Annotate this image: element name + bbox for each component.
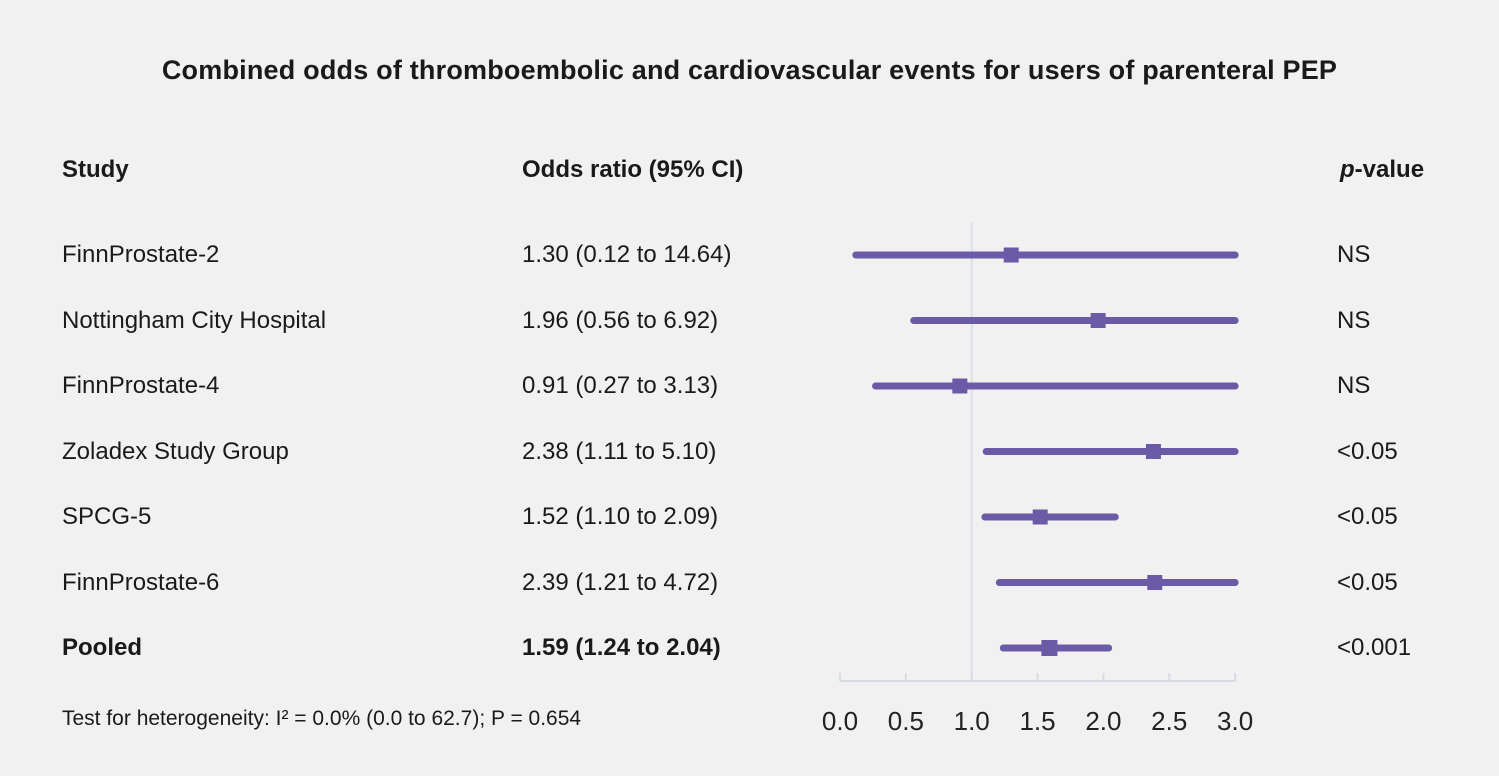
study-name: Zoladex Study Group xyxy=(62,437,289,465)
study-name: SPCG-5 xyxy=(62,503,152,530)
p-value: NS xyxy=(1337,306,1371,334)
odds-ratio-marker xyxy=(1090,313,1106,328)
p-value-italic-p: p xyxy=(1340,156,1355,183)
odds-ratio-ci-value: 1.59 (1.24 to 2.04) xyxy=(522,634,721,661)
odds-ratio-ci-value: 1.30 (0.12 to 14.64) xyxy=(522,241,732,268)
p-value: <0.05 xyxy=(1337,437,1398,465)
column-header-study: Study xyxy=(62,156,129,183)
x-axis-tick-label: 1.0 xyxy=(953,706,990,736)
x-axis-tick-label: 0.0 xyxy=(821,706,859,736)
odds-ratio-ci-value: 1.52 (1.10 to 2.09) xyxy=(522,503,719,530)
odds-ratio-ci-value: 1.96 (0.56 to 6.92) xyxy=(522,306,719,334)
study-name: FinnProstate-6 xyxy=(62,568,220,596)
x-axis-tick-label: 2.0 xyxy=(1085,706,1122,736)
x-axis-tick-label: 2.5 xyxy=(1151,706,1188,736)
odds-ratio-marker xyxy=(1145,444,1161,459)
p-value: <0.001 xyxy=(1337,634,1412,661)
study-name: Nottingham City Hospital xyxy=(62,306,327,334)
x-axis-tick-label: 3.0 xyxy=(1217,706,1254,736)
odds-ratio-marker xyxy=(952,378,968,394)
p-value: NS xyxy=(1337,372,1371,399)
study-name: Pooled xyxy=(62,634,143,661)
study-name: FinnProstate-4 xyxy=(62,372,220,399)
p-value: NS xyxy=(1337,241,1371,268)
odds-ratio-marker xyxy=(1003,247,1019,263)
study-name: FinnProstate-2 xyxy=(62,241,220,268)
odds-ratio-marker xyxy=(1032,509,1048,525)
x-axis-tick-label: 0.5 xyxy=(887,706,924,736)
p-value: <0.05 xyxy=(1337,568,1398,596)
odds-ratio-ci-value: 2.39 (1.21 to 4.72) xyxy=(522,568,719,596)
odds-ratio-marker xyxy=(1147,575,1163,590)
column-header-p-value: p-value xyxy=(1340,155,1424,185)
figure-title: Combined odds of thromboembolic and card… xyxy=(161,55,1338,85)
odds-ratio-marker xyxy=(1041,640,1058,656)
odds-ratio-ci-value: 0.91 (0.27 to 3.13) xyxy=(522,372,719,399)
x-axis-tick-label: 1.5 xyxy=(1019,706,1056,736)
p-value-rest: -value xyxy=(1354,156,1425,183)
column-header-odds-ratio: Odds ratio (95% CI) xyxy=(522,156,744,183)
heterogeneity-note: Test for heterogeneity: I² = 0.0% (0.0 t… xyxy=(62,707,582,730)
p-value: <0.05 xyxy=(1337,503,1398,530)
odds-ratio-ci-value: 2.38 (1.11 to 5.10) xyxy=(522,437,717,465)
